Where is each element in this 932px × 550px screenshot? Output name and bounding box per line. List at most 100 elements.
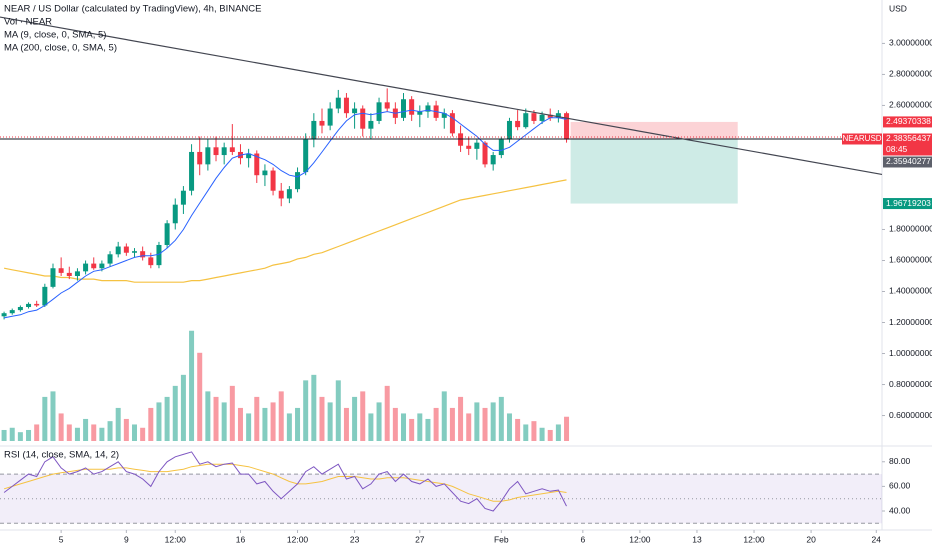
- candle-body: [335, 97, 341, 109]
- candle-body: [417, 111, 423, 115]
- candle-body: [343, 97, 349, 114]
- candle-body: [164, 223, 170, 245]
- position-stop: [570, 121, 738, 139]
- candle-body: [498, 139, 504, 156]
- volume-bar: [286, 413, 292, 441]
- volume-bar: [539, 427, 545, 441]
- volume-bar: [490, 402, 496, 441]
- volume-bar: [205, 391, 211, 441]
- candle-body: [107, 254, 113, 264]
- candle-body: [409, 99, 415, 115]
- candle-body: [474, 142, 480, 149]
- volume-bar: [262, 407, 268, 441]
- volume-bar: [303, 380, 309, 441]
- symbol-tag: [842, 133, 882, 145]
- candle-body: [506, 120, 512, 140]
- candle-body: [197, 151, 203, 165]
- volume-bar: [335, 380, 341, 441]
- volume-bar: [148, 407, 154, 441]
- legend-entry: MA (200, close, 0, SMA, 5): [4, 43, 117, 54]
- volume-bar: [189, 330, 195, 441]
- candle-body: [352, 108, 358, 114]
- candle-body: [1, 313, 7, 317]
- candle-body: [531, 113, 537, 121]
- volume-bar: [409, 418, 415, 441]
- volume-bar: [132, 424, 138, 441]
- price-tag: [883, 198, 932, 210]
- volume-bar: [327, 402, 333, 441]
- candle-body: [490, 155, 496, 165]
- candle-body: [376, 102, 382, 121]
- candle-body: [26, 303, 32, 308]
- candle-body: [319, 120, 325, 126]
- candle-body: [286, 189, 292, 199]
- volume-bar: [9, 427, 15, 441]
- price-tag: [883, 133, 932, 156]
- volume-bar: [156, 402, 162, 441]
- candle-body: [262, 170, 268, 176]
- x-tick-label: 13: [692, 534, 702, 544]
- y-tick-label: 0.60000000: [889, 410, 932, 420]
- volume-bar: [392, 407, 398, 441]
- volume-bar: [319, 396, 325, 441]
- x-tick-label: 20: [806, 534, 816, 544]
- x-tick-label: 12:00: [743, 534, 765, 544]
- trendline: [0, 16, 883, 176]
- candle-body: [156, 244, 162, 266]
- rsi-ma-line: [3, 463, 567, 502]
- volume-bar: [417, 413, 423, 441]
- candle-body: [254, 153, 260, 176]
- y-tick-label: 2.60000000: [889, 100, 932, 110]
- candle-body: [83, 263, 89, 272]
- candle-body: [58, 268, 64, 273]
- candle-body: [384, 102, 390, 109]
- candle-body: [303, 139, 309, 173]
- candle-body: [9, 310, 15, 314]
- volume-bar: [1, 429, 7, 441]
- y-tick-label: 3.00000000: [889, 38, 932, 48]
- y-tick-label: 1.40000000: [889, 286, 932, 296]
- volume-bar: [221, 402, 227, 441]
- volume-bar: [449, 407, 455, 441]
- candle-body: [42, 286, 48, 306]
- position-target: [570, 138, 738, 204]
- candle-body: [74, 271, 80, 276]
- y-tick-label: 1.20000000: [889, 317, 932, 327]
- volume-bar: [278, 391, 284, 441]
- y-tick-label: 2.80000000: [889, 69, 932, 79]
- volume-bar: [531, 421, 537, 441]
- symbol-tag-label: NEARUSD: [842, 134, 881, 143]
- candle-body: [555, 113, 561, 118]
- volume-bar: [197, 352, 203, 441]
- price-tag-countdown: 08:45: [886, 144, 908, 154]
- volume-bar: [83, 418, 89, 441]
- candle-body: [360, 108, 366, 129]
- volume-bar: [42, 396, 48, 441]
- candle-body: [50, 268, 56, 287]
- candle-body: [221, 147, 227, 156]
- volume-bar: [254, 396, 260, 441]
- price-tag-label: 2.35940277: [886, 156, 931, 166]
- candle-body: [17, 307, 23, 311]
- volume-bar: [91, 424, 97, 441]
- currency-label: USD: [889, 3, 907, 13]
- volume-bar: [295, 407, 301, 441]
- volume-bar: [140, 427, 146, 441]
- marks: 5 9 12:00 16 12:00 23 27 Feb 6 12:00 13 12:00 20 24 3.…: [0, 38, 932, 544]
- candle-body: [458, 133, 464, 146]
- candle-body: [523, 113, 529, 128]
- x-tick-label: 23: [350, 534, 360, 544]
- volume-bar: [58, 413, 64, 441]
- candle-body: [368, 120, 374, 129]
- volume-bar: [523, 424, 529, 441]
- rsi-line: [3, 451, 567, 512]
- volume-bar: [123, 418, 129, 441]
- legend-entry: Vol · NEAR: [4, 17, 52, 28]
- chart-title: NEAR / US Dollar (calculated by TradingV…: [4, 4, 261, 15]
- volume-bar: [384, 385, 390, 441]
- volume-bar: [172, 385, 178, 441]
- candle-body: [66, 272, 72, 276]
- candle-body: [246, 153, 252, 159]
